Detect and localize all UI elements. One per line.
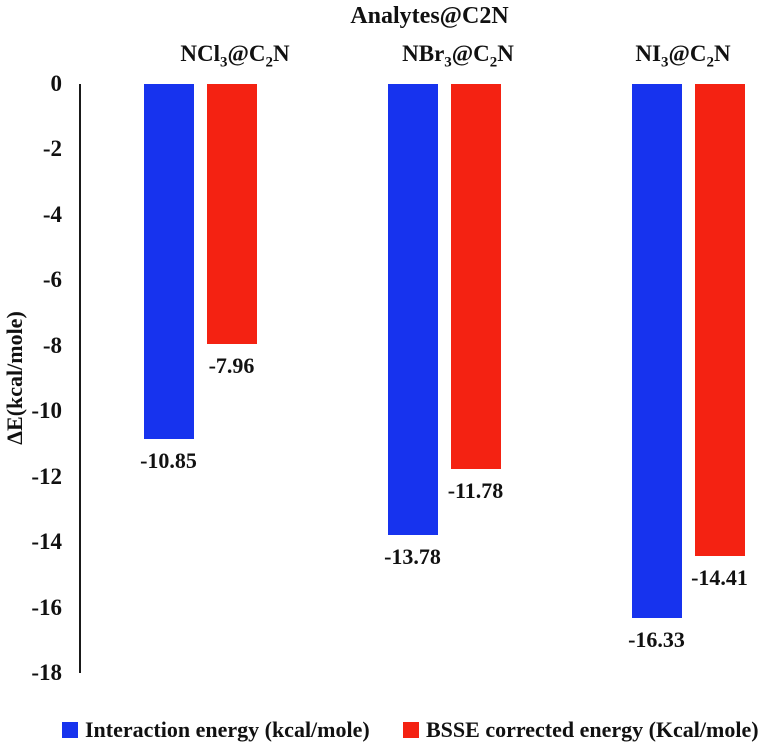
bar-bsse-corrected-energy-NI3@C2N [694, 84, 745, 556]
bar-interaction-energy-NBr3@C2N [387, 84, 438, 535]
legend-label-interaction-energy: Interaction energy (kcal/mole) [85, 717, 370, 742]
legend-item-bsse-corrected-energy: BSSE corrected energy (Kcal/mole) [403, 717, 759, 743]
bar-bsse-corrected-energy-NCl3@C2N [206, 84, 257, 345]
y-tick-label: -6 [42, 267, 62, 293]
y-tick-label: 0 [50, 71, 63, 96]
legend-swatch-interaction-energy [62, 722, 78, 738]
y-tick-label: -12 [31, 463, 62, 489]
bar-value-label-bsse-corrected-energy-NBr3@C2N: -11.78 [447, 478, 504, 504]
y-axis-line [79, 84, 81, 673]
y-tick-label: -2 [42, 136, 62, 162]
category-label-NI3@C2N: NI3@C2N [635, 41, 731, 71]
bar-value-label-interaction-energy-NCl3@C2N: -10.85 [140, 448, 197, 474]
bar-value-label-interaction-energy-NI3@C2N: -16.33 [628, 627, 685, 653]
y-tick-label: -18 [31, 660, 62, 685]
y-tick-label: -10 [31, 398, 62, 424]
y-tick-label: -8 [42, 332, 62, 358]
bar-value-label-bsse-corrected-energy-NI3@C2N: -14.41 [691, 564, 748, 590]
bar-interaction-energy-NI3@C2N [631, 84, 682, 619]
chart-title: Analytes@C2N [350, 3, 509, 29]
y-tick-label: -4 [42, 201, 62, 227]
legend-swatch-bsse-corrected-energy [403, 722, 419, 738]
legend-label-bsse-corrected-energy: BSSE corrected energy (Kcal/mole) [426, 717, 759, 742]
bar-value-label-interaction-energy-NBr3@C2N: -13.78 [384, 543, 441, 569]
y-tick-label: -14 [31, 529, 62, 555]
y-axis-label: ΔE(kcal/mole) [2, 311, 27, 445]
category-label-NCl3@C2N: NCl3@C2N [180, 41, 290, 71]
bar-value-label-bsse-corrected-energy-NCl3@C2N: -7.96 [208, 353, 255, 379]
y-tick-label: -16 [31, 594, 62, 620]
legend-item-interaction-energy: Interaction energy (kcal/mole) [62, 717, 370, 743]
bar-interaction-energy-NCl3@C2N [143, 84, 194, 440]
category-label-NBr3@C2N: NBr3@C2N [402, 41, 514, 71]
bar-bsse-corrected-energy-NBr3@C2N [450, 84, 501, 470]
